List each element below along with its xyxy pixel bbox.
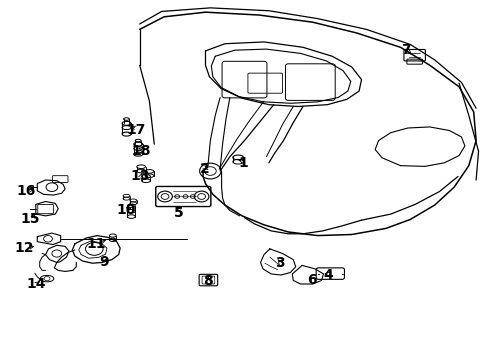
Text: 12: 12: [14, 241, 34, 255]
Text: 14: 14: [26, 277, 45, 291]
Text: 17: 17: [126, 123, 145, 137]
Text: 1: 1: [238, 156, 248, 170]
Text: 9: 9: [99, 255, 109, 269]
Text: 16: 16: [16, 184, 36, 198]
Text: 10: 10: [117, 203, 136, 217]
Text: 8: 8: [203, 274, 213, 288]
Text: 2: 2: [199, 162, 209, 176]
Text: 3: 3: [274, 256, 284, 270]
Text: 13: 13: [130, 170, 149, 183]
Text: 6: 6: [306, 273, 316, 287]
Text: 4: 4: [323, 268, 332, 282]
Text: 15: 15: [20, 212, 40, 226]
Text: 18: 18: [131, 144, 151, 158]
Text: 5: 5: [173, 206, 183, 220]
Text: 11: 11: [86, 237, 105, 251]
Text: 7: 7: [401, 43, 410, 57]
